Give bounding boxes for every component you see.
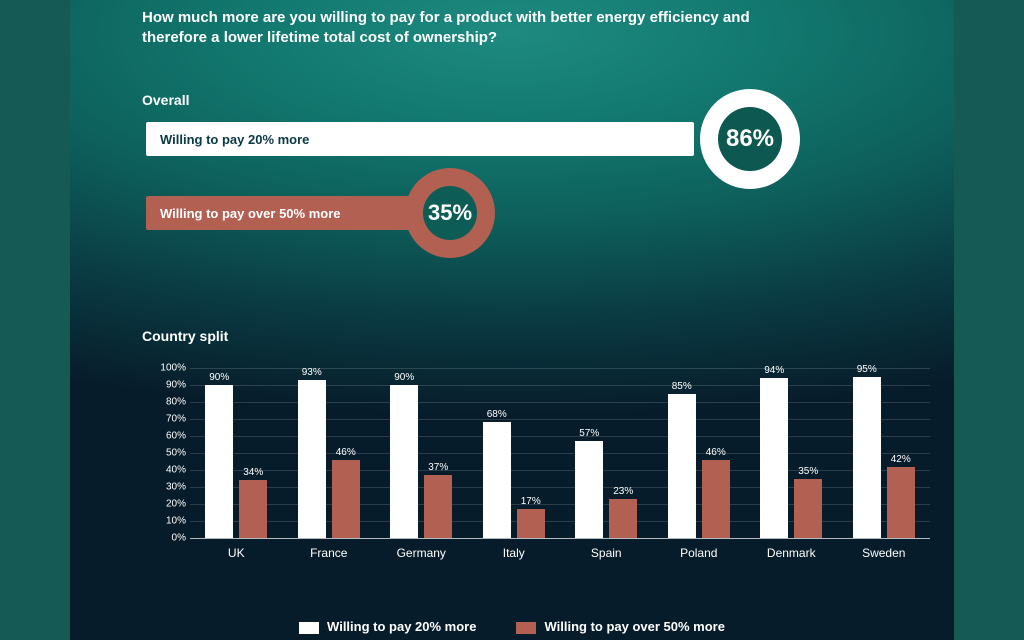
- overall-value: 86%: [718, 107, 782, 171]
- y-tick-label: 40%: [142, 465, 186, 476]
- category-label: UK: [228, 546, 245, 560]
- y-tick-label: 20%: [142, 499, 186, 510]
- legend: Willing to pay 20% more Willing to pay ov…: [70, 619, 954, 634]
- y-tick-label: 50%: [142, 448, 186, 459]
- overall-bar: Willing to pay 20% more: [146, 122, 694, 156]
- legend-item: Willing to pay 20% more: [299, 619, 476, 634]
- plot-area: 90% 34% 93% 46% 90% 37% 68% 17% 57% 23% 85% 46% 94% 3…: [190, 368, 930, 538]
- bar-value-label: 34%: [243, 467, 263, 478]
- frame: How much more are you willing to pay for…: [0, 0, 1024, 640]
- bar: [794, 479, 822, 539]
- bar: [887, 467, 915, 538]
- y-tick-label: 80%: [142, 397, 186, 408]
- y-tick-label: 70%: [142, 414, 186, 425]
- bar: [702, 460, 730, 538]
- question-title: How much more are you willing to pay for…: [142, 8, 762, 49]
- bar: [517, 509, 545, 538]
- bar-value-label: 23%: [613, 486, 633, 497]
- bar: [575, 441, 603, 538]
- y-tick-label: 100%: [142, 363, 186, 374]
- category-label: Italy: [503, 546, 525, 560]
- y-tick-label: 60%: [142, 431, 186, 442]
- bar-value-label: 42%: [891, 454, 911, 465]
- category-label: Germany: [397, 546, 446, 560]
- overall-bar: Willing to pay over 50% more: [146, 196, 410, 230]
- y-tick-label: 10%: [142, 516, 186, 527]
- bar-value-label: 68%: [487, 409, 507, 420]
- bar: [609, 499, 637, 538]
- bar-value-label: 93%: [302, 367, 322, 378]
- bar: [390, 385, 418, 538]
- bar: [424, 475, 452, 538]
- bar-value-label: 94%: [764, 365, 784, 376]
- y-tick-label: 30%: [142, 482, 186, 493]
- bar-value-label: 95%: [857, 364, 877, 375]
- x-axis-line: [190, 538, 930, 539]
- bar-value-label: 17%: [521, 496, 541, 507]
- legend-swatch: [516, 622, 536, 634]
- country-section-label: Country split: [142, 328, 228, 344]
- category-label: Spain: [591, 546, 622, 560]
- legend-label: Willing to pay over 50% more: [544, 619, 724, 634]
- y-tick-label: 0%: [142, 533, 186, 544]
- bar: [332, 460, 360, 538]
- bar: [205, 385, 233, 538]
- category-label: France: [310, 546, 347, 560]
- bar: [239, 480, 267, 538]
- legend-swatch: [299, 622, 319, 634]
- overall-section-label: Overall: [142, 92, 189, 108]
- overall-bar-label: Willing to pay over 50% more: [160, 206, 340, 221]
- infographic-panel: How much more are you willing to pay for…: [70, 0, 954, 640]
- bar: [668, 394, 696, 539]
- bar-value-label: 37%: [428, 462, 448, 473]
- bar-value-label: 90%: [394, 372, 414, 383]
- bar-value-label: 46%: [336, 447, 356, 458]
- bar-value-label: 46%: [706, 447, 726, 458]
- legend-item: Willing to pay over 50% more: [516, 619, 724, 634]
- y-tick-label: 90%: [142, 380, 186, 391]
- bar: [298, 380, 326, 538]
- bar-value-label: 35%: [798, 466, 818, 477]
- bar: [760, 378, 788, 538]
- overall-bar-label: Willing to pay 20% more: [160, 132, 309, 147]
- category-label: Denmark: [767, 546, 816, 560]
- bar-value-label: 57%: [579, 428, 599, 439]
- bar-value-label: 85%: [672, 381, 692, 392]
- bar-value-label: 90%: [209, 372, 229, 383]
- bar: [483, 422, 511, 538]
- overall-value-ring: 35%: [405, 168, 495, 258]
- overall-value-ring: 86%: [700, 89, 800, 189]
- legend-label: Willing to pay 20% more: [327, 619, 476, 634]
- category-label: Poland: [680, 546, 717, 560]
- country-chart: 0%10%20%30%40%50%60%70%80%90%100% 90%34%…: [142, 368, 930, 578]
- overall-value: 35%: [423, 186, 477, 240]
- category-label: Sweden: [862, 546, 905, 560]
- bar: [853, 377, 881, 539]
